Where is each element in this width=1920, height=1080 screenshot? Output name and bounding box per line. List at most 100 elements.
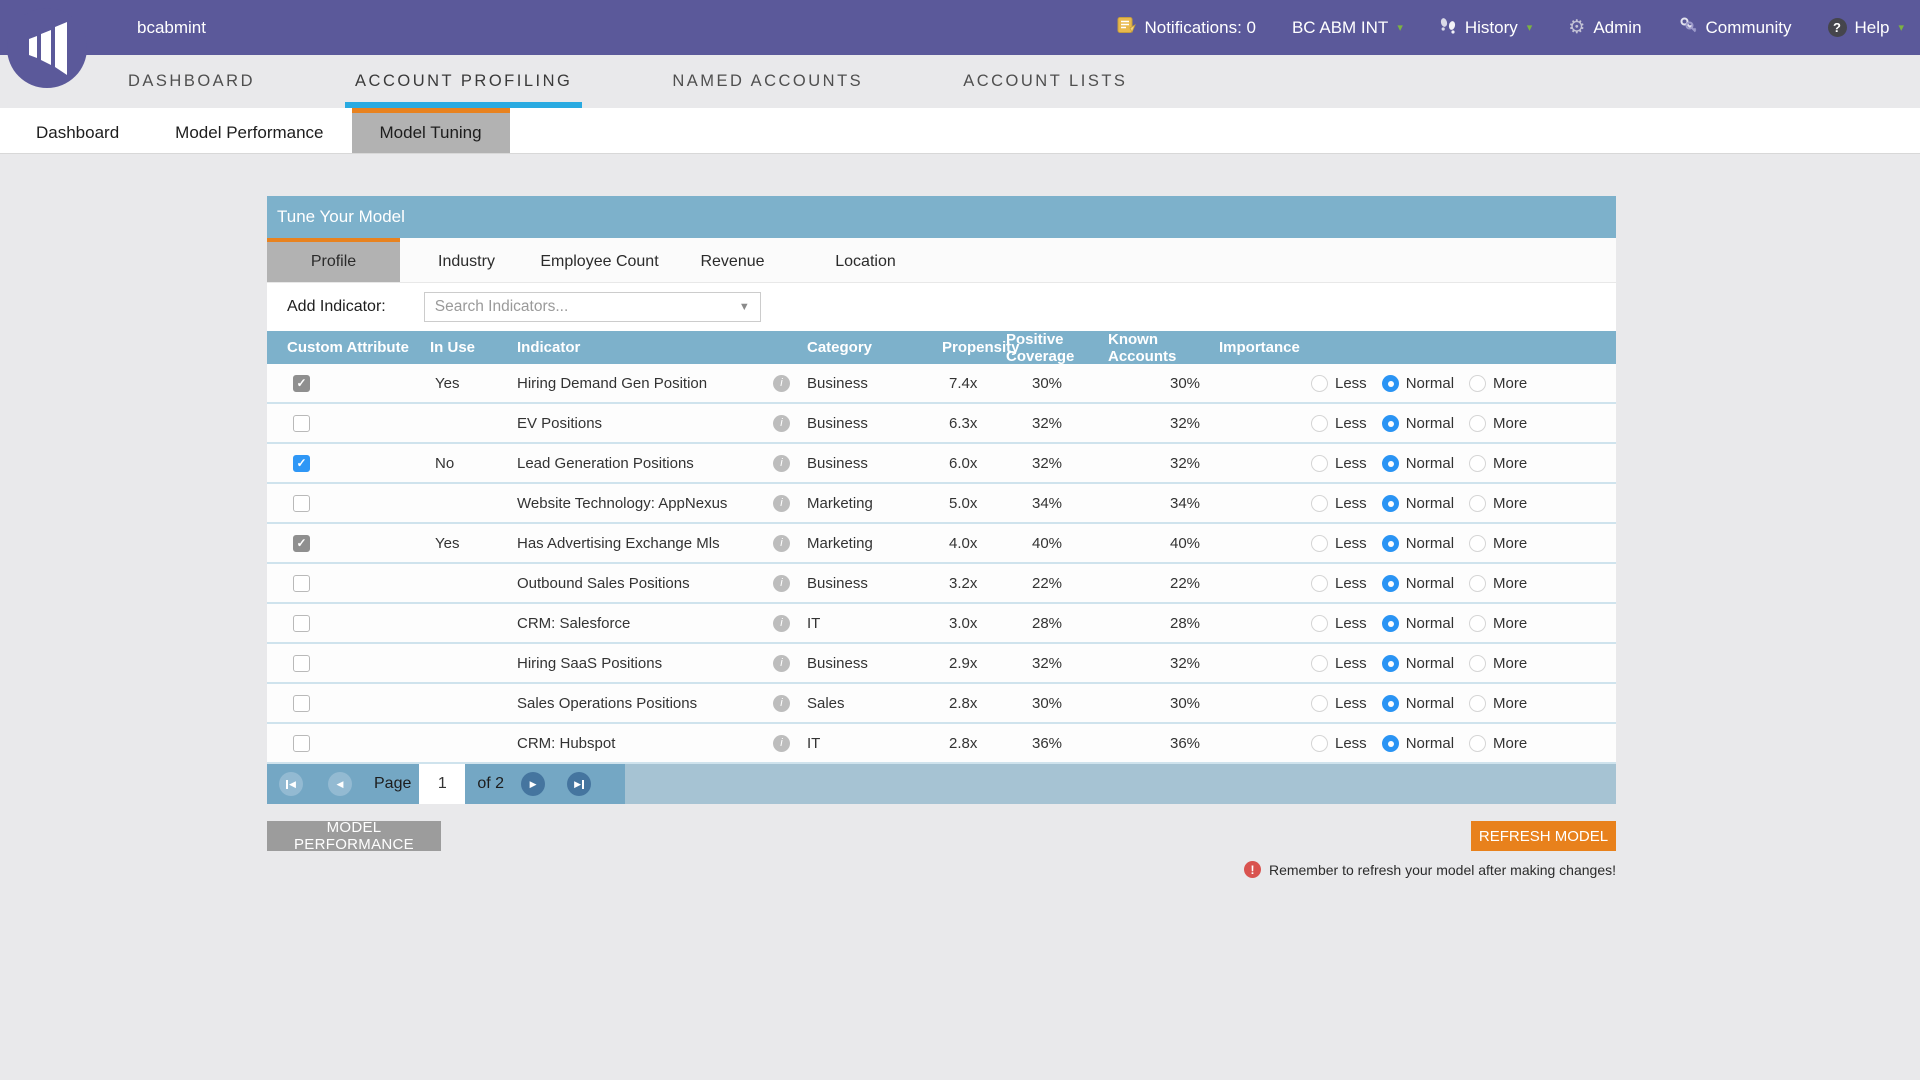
tab-revenue[interactable]: Revenue <box>700 253 765 270</box>
radio-less-icon[interactable] <box>1311 454 1328 472</box>
info-icon[interactable]: i <box>773 614 790 632</box>
info-icon[interactable]: i <box>773 454 790 472</box>
importance-normal-option[interactable]: Normal <box>1381 734 1454 752</box>
radio-less-icon[interactable] <box>1311 494 1328 512</box>
info-icon[interactable]: i <box>773 414 790 432</box>
main-tab-named-accounts[interactable]: NAMED ACCOUNTS <box>672 72 864 90</box>
importance-normal-option[interactable]: Normal <box>1381 374 1454 392</box>
importance-more-option[interactable]: More <box>1469 414 1527 432</box>
radio-normal-icon[interactable] <box>1381 494 1399 512</box>
radio-normal-icon[interactable] <box>1381 614 1399 632</box>
subtab-model-tuning[interactable]: Model Tuning <box>351 108 510 153</box>
radio-normal-icon[interactable] <box>1381 694 1399 712</box>
radio-normal-icon[interactable] <box>1381 654 1399 672</box>
radio-less-icon[interactable] <box>1311 694 1328 712</box>
radio-more-icon[interactable] <box>1469 614 1487 632</box>
radio-more-icon[interactable] <box>1469 534 1487 552</box>
radio-more-icon[interactable] <box>1469 494 1487 512</box>
next-page-button[interactable]: ▶ <box>521 772 546 796</box>
importance-less-option[interactable]: Less <box>1311 494 1367 512</box>
select-caret-icon[interactable]: ▼ <box>738 301 750 313</box>
importance-more-option[interactable]: More <box>1469 454 1527 472</box>
info-icon[interactable]: i <box>773 534 790 552</box>
tab-industry[interactable]: Industry <box>438 253 495 270</box>
importance-less-option[interactable]: Less <box>1311 574 1367 592</box>
importance-normal-option[interactable]: Normal <box>1381 574 1454 592</box>
main-tab-account-profiling[interactable]: ACCOUNT PROFILING <box>345 55 583 108</box>
main-tab-dashboard[interactable]: DASHBOARD <box>128 72 256 90</box>
custom-attribute-checkbox[interactable] <box>293 734 310 752</box>
history-menu-button[interactable]: History ▾ <box>1439 16 1532 40</box>
importance-less-option[interactable]: Less <box>1311 414 1367 432</box>
importance-more-option[interactable]: More <box>1469 734 1527 752</box>
refresh-model-button[interactable]: REFRESH MODEL <box>1471 821 1616 851</box>
info-icon[interactable]: i <box>773 654 790 672</box>
model-performance-button[interactable]: MODEL PERFORMANCE <box>267 819 441 853</box>
radio-less-icon[interactable] <box>1311 734 1328 752</box>
radio-less-icon[interactable] <box>1311 654 1328 672</box>
subtab-model-performance[interactable]: Model Performance <box>175 123 324 142</box>
importance-more-option[interactable]: More <box>1469 694 1527 712</box>
help-menu-button[interactable]: ? Help ▾ <box>1827 18 1904 38</box>
importance-more-option[interactable]: More <box>1469 374 1527 392</box>
account-menu-button[interactable]: BC ABM INT ▾ <box>1292 18 1403 38</box>
info-icon[interactable]: i <box>773 374 790 392</box>
importance-more-option[interactable]: More <box>1469 614 1527 632</box>
info-icon[interactable]: i <box>773 494 790 512</box>
info-icon[interactable]: i <box>773 574 790 592</box>
radio-more-icon[interactable] <box>1469 414 1487 432</box>
custom-attribute-checkbox[interactable] <box>293 454 310 472</box>
community-button[interactable]: Community <box>1678 16 1792 39</box>
importance-less-option[interactable]: Less <box>1311 374 1367 392</box>
first-page-button[interactable]: ◀ <box>279 772 303 796</box>
radio-more-icon[interactable] <box>1469 374 1487 392</box>
radio-normal-icon[interactable] <box>1381 414 1399 432</box>
importance-more-option[interactable]: More <box>1469 494 1527 512</box>
importance-normal-option[interactable]: Normal <box>1381 534 1454 552</box>
custom-attribute-checkbox[interactable] <box>293 534 310 552</box>
info-icon[interactable]: i <box>773 734 790 752</box>
importance-less-option[interactable]: Less <box>1311 614 1367 632</box>
radio-less-icon[interactable] <box>1311 414 1328 432</box>
importance-normal-option[interactable]: Normal <box>1381 494 1454 512</box>
radio-less-icon[interactable] <box>1311 614 1328 632</box>
custom-attribute-checkbox[interactable] <box>293 414 310 432</box>
radio-normal-icon[interactable] <box>1381 574 1399 592</box>
admin-button[interactable]: ⚙ Admin <box>1568 18 1641 38</box>
custom-attribute-checkbox[interactable] <box>293 574 310 592</box>
importance-normal-option[interactable]: Normal <box>1381 614 1454 632</box>
radio-more-icon[interactable] <box>1469 454 1487 472</box>
custom-attribute-checkbox[interactable] <box>293 614 310 632</box>
info-icon[interactable]: i <box>773 694 790 712</box>
importance-less-option[interactable]: Less <box>1311 734 1367 752</box>
custom-attribute-checkbox[interactable] <box>293 374 310 392</box>
radio-less-icon[interactable] <box>1311 574 1328 592</box>
radio-more-icon[interactable] <box>1469 734 1487 752</box>
importance-normal-option[interactable]: Normal <box>1381 414 1454 432</box>
importance-less-option[interactable]: Less <box>1311 534 1367 552</box>
importance-normal-option[interactable]: Normal <box>1381 454 1454 472</box>
subtab-dashboard[interactable]: Dashboard <box>36 123 120 142</box>
radio-normal-icon[interactable] <box>1381 734 1399 752</box>
page-number-input[interactable] <box>419 764 466 804</box>
radio-normal-icon[interactable] <box>1381 454 1399 472</box>
custom-attribute-checkbox[interactable] <box>293 654 310 672</box>
custom-attribute-checkbox[interactable] <box>293 494 310 512</box>
importance-normal-option[interactable]: Normal <box>1381 654 1454 672</box>
importance-less-option[interactable]: Less <box>1311 454 1367 472</box>
importance-less-option[interactable]: Less <box>1311 694 1367 712</box>
tab-location[interactable]: Location <box>835 253 896 270</box>
radio-more-icon[interactable] <box>1469 574 1487 592</box>
importance-less-option[interactable]: Less <box>1311 654 1367 672</box>
tab-profile[interactable]: Profile <box>267 238 400 282</box>
radio-normal-icon[interactable] <box>1381 374 1399 392</box>
radio-less-icon[interactable] <box>1311 534 1328 552</box>
importance-more-option[interactable]: More <box>1469 534 1527 552</box>
search-indicators-input[interactable] <box>434 298 733 316</box>
radio-less-icon[interactable] <box>1311 374 1328 392</box>
notifications-button[interactable]: Notifications: 0 <box>1117 16 1256 39</box>
last-page-button[interactable]: ▶ <box>567 772 592 796</box>
radio-more-icon[interactable] <box>1469 694 1487 712</box>
importance-more-option[interactable]: More <box>1469 574 1527 592</box>
tab-employee-count[interactable]: Employee Count <box>540 253 659 270</box>
